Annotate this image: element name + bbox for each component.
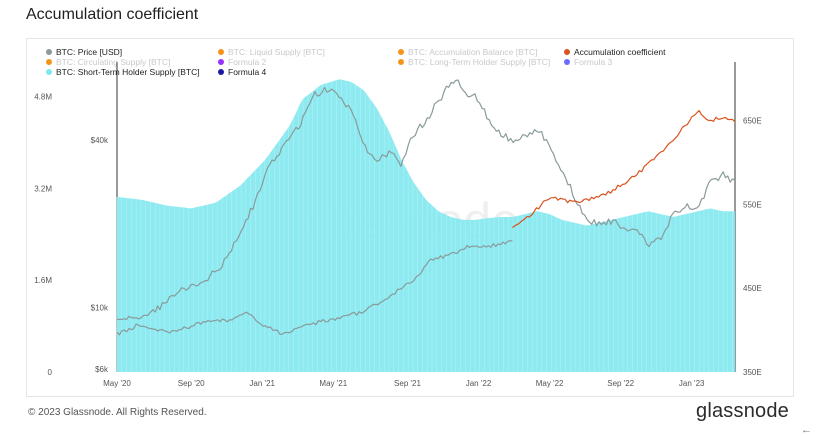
legend-item[interactable]: Formula 2 bbox=[218, 57, 266, 67]
legend-label: BTC: Short-Term Holder Supply [BTC] bbox=[56, 67, 200, 77]
legend-item[interactable]: Formula 3 bbox=[564, 57, 612, 67]
legend-dot-icon bbox=[46, 69, 52, 75]
legend-dot-icon bbox=[46, 49, 52, 55]
legend-dot-icon bbox=[398, 59, 404, 65]
legend-label: BTC: Accumulation Balance [BTC] bbox=[408, 47, 538, 57]
legend-item[interactable]: BTC: Short-Term Holder Supply [BTC] bbox=[46, 67, 200, 77]
legend-dot-icon bbox=[398, 49, 404, 55]
legend-dot-icon bbox=[564, 59, 570, 65]
legend-label: Formula 3 bbox=[574, 57, 613, 67]
x-tick-label: May '22 bbox=[536, 379, 564, 388]
legend-item[interactable]: BTC: Accumulation Balance [BTC] bbox=[398, 47, 537, 57]
y-right-tick-label: 350E bbox=[743, 368, 762, 377]
y-left-tick-label: 1.6M bbox=[34, 276, 52, 285]
legend-label: Formula 2 bbox=[228, 57, 267, 67]
page-title: Accumulation coefficient bbox=[26, 6, 199, 23]
legend-dot-icon bbox=[218, 59, 224, 65]
series-line-price bbox=[116, 79, 736, 321]
x-tick-label: May '21 bbox=[319, 379, 347, 388]
y-right-tick-label: 550E bbox=[743, 200, 762, 209]
legend-label: Accumulation coefficient bbox=[574, 47, 666, 57]
y-left-tick-label: 3.2M bbox=[34, 184, 52, 193]
legend-dot-icon bbox=[46, 59, 52, 65]
x-tick-label: Sep '22 bbox=[607, 379, 634, 388]
legend-item[interactable]: BTC: Circulating Supply [BTC] bbox=[46, 57, 170, 67]
legend-dot-icon bbox=[218, 49, 224, 55]
legend-label: BTC: Circulating Supply [BTC] bbox=[56, 57, 171, 67]
legend-dot-icon bbox=[564, 49, 570, 55]
brand-logo: glassnode bbox=[696, 400, 789, 422]
x-tick-label: Jan '22 bbox=[466, 379, 492, 388]
series-area-sth-supply bbox=[117, 79, 735, 373]
y-left-tick-label: 4.8M bbox=[34, 92, 52, 101]
y-left-tick-label: 0 bbox=[48, 368, 53, 377]
x-tick-label: Jan '21 bbox=[249, 379, 275, 388]
legend-item[interactable]: Formula 4 bbox=[218, 67, 266, 77]
legend-item[interactable]: BTC: Liquid Supply [BTC] bbox=[218, 47, 325, 57]
back-arrow-icon[interactable]: ← bbox=[801, 424, 812, 436]
y-right-tick-label: 450E bbox=[743, 284, 762, 293]
legend-item[interactable]: BTC: Long-Term Holder Supply [BTC] bbox=[398, 57, 550, 67]
legend-label: BTC: Liquid Supply [BTC] bbox=[228, 47, 325, 57]
legend-dot-icon bbox=[218, 69, 224, 75]
copyright-text: © 2023 Glassnode. All Rights Reserved. bbox=[28, 407, 207, 418]
y-right-tick-label: 650E bbox=[743, 117, 762, 126]
y-price-tick-label: $10k bbox=[91, 303, 109, 312]
y-price-tick-label: $40k bbox=[91, 136, 109, 145]
series-line-accumulation-coefficient bbox=[512, 110, 736, 229]
legend-item[interactable]: Accumulation coefficient bbox=[564, 47, 666, 57]
legend-item[interactable]: BTC: Price [USD] bbox=[46, 47, 122, 57]
legend-label: Formula 4 bbox=[228, 67, 267, 77]
x-tick-label: Jan '23 bbox=[679, 379, 705, 388]
x-tick-label: Sep '21 bbox=[394, 379, 421, 388]
x-tick-label: Sep '20 bbox=[178, 379, 205, 388]
legend-label: BTC: Price [USD] bbox=[56, 47, 123, 57]
y-price-tick-label: $6k bbox=[95, 365, 109, 374]
x-tick-label: May '20 bbox=[103, 379, 131, 388]
legend-label: BTC: Long-Term Holder Supply [BTC] bbox=[408, 57, 551, 67]
series-line-formula-4 bbox=[116, 240, 513, 336]
